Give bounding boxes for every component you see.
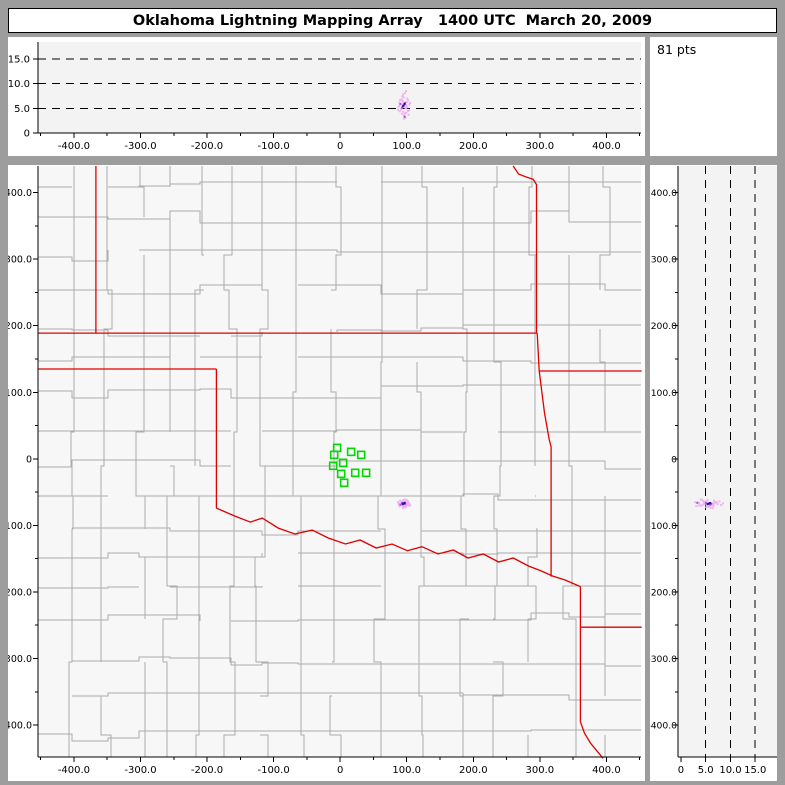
svg-text:-300.0: -300.0 [124, 141, 156, 152]
svg-text:-400.0: -400.0 [8, 721, 32, 732]
svg-text:-100.0: -100.0 [257, 765, 289, 776]
svg-text:400.0: 400.0 [592, 141, 621, 152]
svg-text:200.0: 200.0 [8, 321, 32, 332]
svg-text:400.0: 400.0 [8, 188, 32, 199]
svg-text:300.0: 300.0 [526, 141, 555, 152]
svg-text:15.0: 15.0 [744, 765, 766, 776]
svg-text:100.0: 100.0 [8, 388, 32, 399]
svg-text:0: 0 [337, 765, 343, 776]
title-bar: Oklahoma Lightning Mapping Array 1400 UT… [8, 8, 777, 33]
svg-text:300.0: 300.0 [8, 255, 32, 266]
svg-text:-400.0: -400.0 [58, 141, 90, 152]
svg-text:0: 0 [671, 454, 677, 465]
svg-text:0: 0 [26, 454, 32, 465]
svg-text:-200.0: -200.0 [8, 587, 32, 598]
svg-text:200.0: 200.0 [459, 141, 488, 152]
svg-text:-100.0: -100.0 [8, 521, 32, 532]
svg-text:-200.0: -200.0 [191, 141, 223, 152]
svg-text:10.0: 10.0 [719, 765, 741, 776]
svg-text:5.0: 5.0 [14, 104, 30, 115]
ew-altitude-plot[interactable]: 0 5.0 10.0 15.0 -400.0 -300.0 -200.0 -100.0 0 100… [8, 37, 645, 156]
points-count-panel: 81 pts [650, 37, 777, 156]
svg-text:0: 0 [337, 141, 343, 152]
svg-text:-100.0: -100.0 [650, 521, 677, 532]
svg-text:200.0: 200.0 [459, 765, 488, 776]
ns-altitude-plot[interactable]: -400.0 -300.0 -200.0 -100.0 0 100.0 200.0 300.0… [650, 165, 777, 781]
svg-text:200.0: 200.0 [651, 321, 677, 332]
plan-view-map-panel: -400.0 -300.0 -200.0 -100.0 0 100.0 200.0 300.0… [8, 165, 645, 781]
svg-text:15.0: 15.0 [8, 55, 30, 66]
svg-text:-400.0: -400.0 [58, 765, 90, 776]
svg-text:100.0: 100.0 [651, 388, 677, 399]
svg-text:300.0: 300.0 [651, 255, 677, 266]
ew-altitude-panel: 0 5.0 10.0 15.0 -400.0 -300.0 -200.0 -100.0 0 100… [8, 37, 645, 156]
svg-text:-100.0: -100.0 [257, 141, 289, 152]
svg-text:-200.0: -200.0 [650, 587, 677, 598]
svg-text:0: 0 [24, 129, 30, 140]
svg-text:10.0: 10.0 [8, 79, 30, 90]
svg-text:400.0: 400.0 [651, 188, 677, 199]
svg-text:5.0: 5.0 [698, 765, 714, 776]
svg-text:-400.0: -400.0 [650, 721, 677, 732]
svg-text:-300.0: -300.0 [650, 654, 677, 665]
svg-text:-300.0: -300.0 [124, 765, 156, 776]
svg-text:100.0: 100.0 [392, 765, 421, 776]
svg-text:400.0: 400.0 [592, 765, 621, 776]
svg-text:300.0: 300.0 [526, 765, 555, 776]
svg-text:-200.0: -200.0 [191, 765, 223, 776]
plan-view-map-plot[interactable]: -400.0 -300.0 -200.0 -100.0 0 100.0 200.0 300.0… [8, 165, 645, 781]
svg-text:0: 0 [678, 765, 684, 776]
page-title: Oklahoma Lightning Mapping Array 1400 UT… [132, 12, 653, 29]
points-count-label: 81 pts [657, 42, 697, 57]
svg-text:100.0: 100.0 [392, 141, 421, 152]
ns-altitude-panel: -400.0 -300.0 -200.0 -100.0 0 100.0 200.0 300.0… [650, 165, 777, 781]
svg-text:-300.0: -300.0 [8, 654, 32, 665]
